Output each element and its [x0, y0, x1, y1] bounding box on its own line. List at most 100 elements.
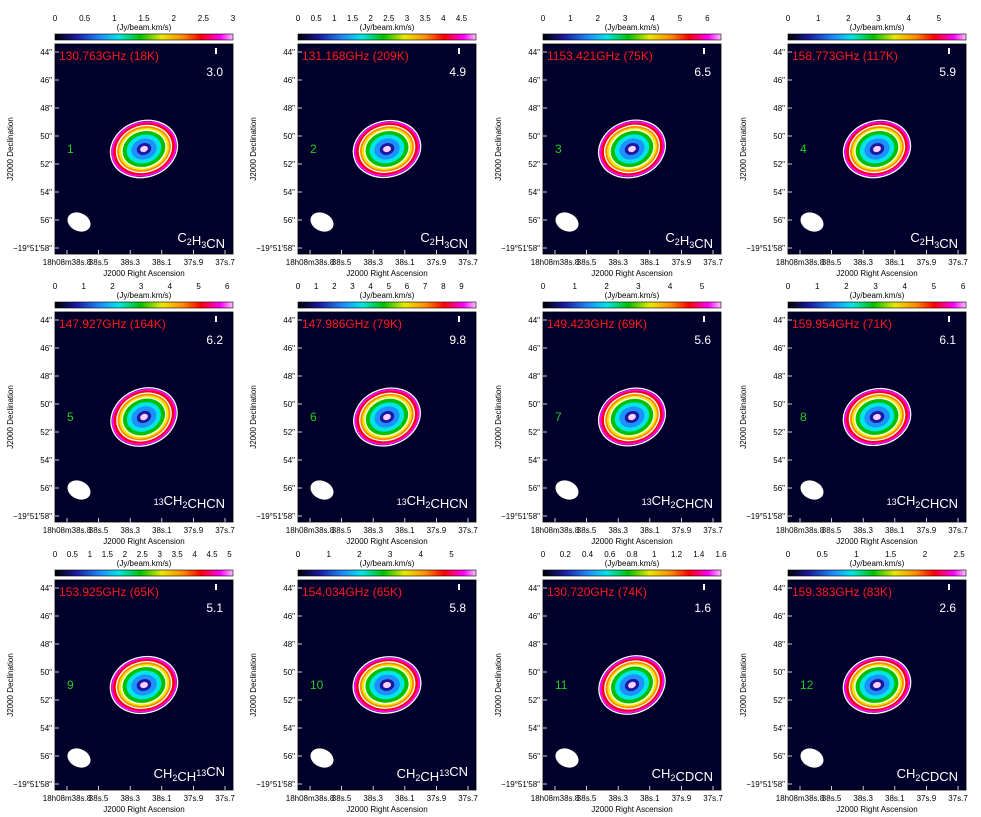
molecule-part: CH [397, 766, 416, 781]
x-axis-label: J2000 Right Ascension [103, 805, 184, 814]
colorbar-unit-label: (Jy/beam.km/s) [360, 23, 415, 32]
colorbar-tick-label: 5 [227, 550, 232, 559]
colorbar-tick-label: 0.5 [67, 550, 79, 559]
x-tick-label: 38s.5 [577, 526, 597, 535]
panel-5: (Jy/beam.km/s) 0 1 2 3 4 5 6 147.927GHz (164K) 6.… [6, 282, 235, 546]
peak-pixel [140, 681, 148, 689]
beam-ellipse [67, 748, 91, 768]
colorbar-ticks: 0 1 2 3 4 5 [786, 14, 942, 23]
x-tick-label: 37s.7 [948, 794, 968, 803]
y-axis-label: J2000 Declination [249, 653, 258, 717]
molecule-label: 13CH2CHCN [397, 493, 468, 511]
colorbar-unit-label: (Jy/beam.km/s) [605, 291, 660, 300]
panel-number: 7 [555, 410, 562, 424]
y-tick-label: 44" [40, 316, 52, 325]
y-tick-label: 52" [773, 160, 785, 169]
colorbar [787, 301, 967, 309]
x-axis-label: J2000 Right Ascension [836, 805, 917, 814]
molecule-label: CH2CDCN [652, 766, 713, 784]
y-axis-label: J2000 Declination [494, 653, 503, 717]
y-tick-label: 56" [40, 484, 52, 493]
contour-line [609, 397, 655, 437]
y-tick-label: 52" [528, 696, 540, 705]
panel-10: (Jy/beam.km/s) 0 1 2 3 4 5 154.034GHz (65K) 5.8 1… [249, 550, 478, 814]
peak-value-label: 6.1 [939, 333, 956, 347]
y-tick-label: 50" [528, 132, 540, 141]
colorbar-tick-label: 1 [314, 282, 319, 291]
y-tick-label: 44" [283, 584, 295, 593]
y-axis-label: J2000 Declination [494, 117, 503, 181]
x-axis-label: J2000 Right Ascension [346, 269, 427, 278]
y-tick-label: 56" [528, 216, 540, 225]
y-tick-label: 56" [40, 216, 52, 225]
peak-value-label: 6.5 [694, 65, 711, 79]
peak-value-label: 6.2 [206, 333, 223, 347]
x-axis-label: J2000 Right Ascension [591, 537, 672, 546]
colorbar-unit-label: (Jy/beam.km/s) [850, 291, 905, 300]
molecule-part: 13 [887, 497, 897, 507]
colorbar-tick-label: 1 [332, 14, 337, 23]
colorbar-tick-label: 3.5 [420, 14, 432, 23]
contour-line [109, 655, 179, 715]
contour-line [597, 387, 667, 447]
y-tick-label: −19°51′58" [746, 512, 785, 521]
colorbar [297, 569, 477, 577]
scale-tick-marker [458, 48, 460, 54]
molecule-part: 2 [915, 773, 920, 783]
y-tick-label: 52" [40, 428, 52, 437]
frequency-label: 1153.421GHz (75K) [547, 49, 653, 63]
contour-line [359, 392, 415, 442]
y-tick-label: 50" [283, 400, 295, 409]
x-tick-label: 37s.7 [458, 258, 478, 267]
panel-9: (Jy/beam.km/s) 0 0.5 1 1.5 2 2.5 3 3.5 4 4.5 5 153.9… [6, 550, 235, 814]
colorbar-tick-label: 6 [225, 282, 230, 291]
scale-tick-marker [215, 48, 217, 54]
y-axis-label: J2000 Declination [494, 385, 503, 449]
colorbar-tick-label: 5 [196, 282, 201, 291]
scale-tick-marker [948, 316, 950, 322]
molecule-label: C2H3CN [420, 230, 468, 251]
panel-number: 11 [555, 678, 568, 692]
scale-tick-marker [948, 48, 950, 54]
molecule-part: 13 [154, 497, 164, 507]
y-tick-label: 54" [773, 724, 785, 733]
panel-number: 12 [800, 678, 814, 692]
y-tick-label: 56" [773, 752, 785, 761]
x-tick-label: 18h08m38s.8 [776, 258, 825, 267]
molecule-part: 2 [920, 237, 925, 247]
colorbar-tick-label: 2 [604, 282, 609, 291]
molecule-part: H [435, 233, 444, 248]
peak-pixel [628, 681, 636, 689]
contour-line [121, 665, 167, 705]
x-tick-label: 37s.9 [672, 526, 692, 535]
scale-tick-marker [215, 316, 217, 322]
colorbar-tick-label: 5 [678, 14, 683, 23]
colorbar-tick-label: 3 [876, 14, 881, 23]
y-tick-labels: 44" 46" 48" 50" 52" 54" 56" −19°51′58" [256, 316, 295, 521]
panel-number: 3 [555, 142, 562, 156]
y-tick-label: 50" [528, 668, 540, 677]
frequency-label: 159.954GHz (71K) [792, 317, 892, 331]
frequency-label: 130.720GHz (74K) [547, 585, 647, 599]
frequency-label: 147.927GHz (164K) [59, 317, 166, 331]
peak-pixel [383, 681, 391, 689]
colorbar-tick-label: 4.5 [456, 14, 468, 23]
y-tick-labels: 44" 46" 48" 50" 52" 54" 56" −19°51′58" [13, 584, 52, 789]
x-tick-label: 18h08m38s.8 [776, 526, 825, 535]
molecule-label: C2H3CN [910, 230, 958, 251]
y-tick-label: 46" [283, 76, 295, 85]
x-tick-label: 37s.7 [703, 794, 723, 803]
colorbar-tick-label: 0 [53, 550, 58, 559]
colorbar-tick-label: 5 [449, 550, 454, 559]
panel-6: (Jy/beam.km/s) 0 1 2 3 4 5 6 7 8 9 147.986GHz (79K)… [249, 282, 478, 546]
x-tick-label: 38s.3 [120, 794, 140, 803]
contour-line [364, 129, 410, 169]
x-axis-label: J2000 Right Ascension [836, 269, 917, 278]
y-tick-label: 44" [283, 48, 295, 57]
beam-ellipse [67, 480, 91, 500]
x-tick-label: 38s.5 [577, 258, 597, 267]
panel-number: 10 [310, 678, 324, 692]
